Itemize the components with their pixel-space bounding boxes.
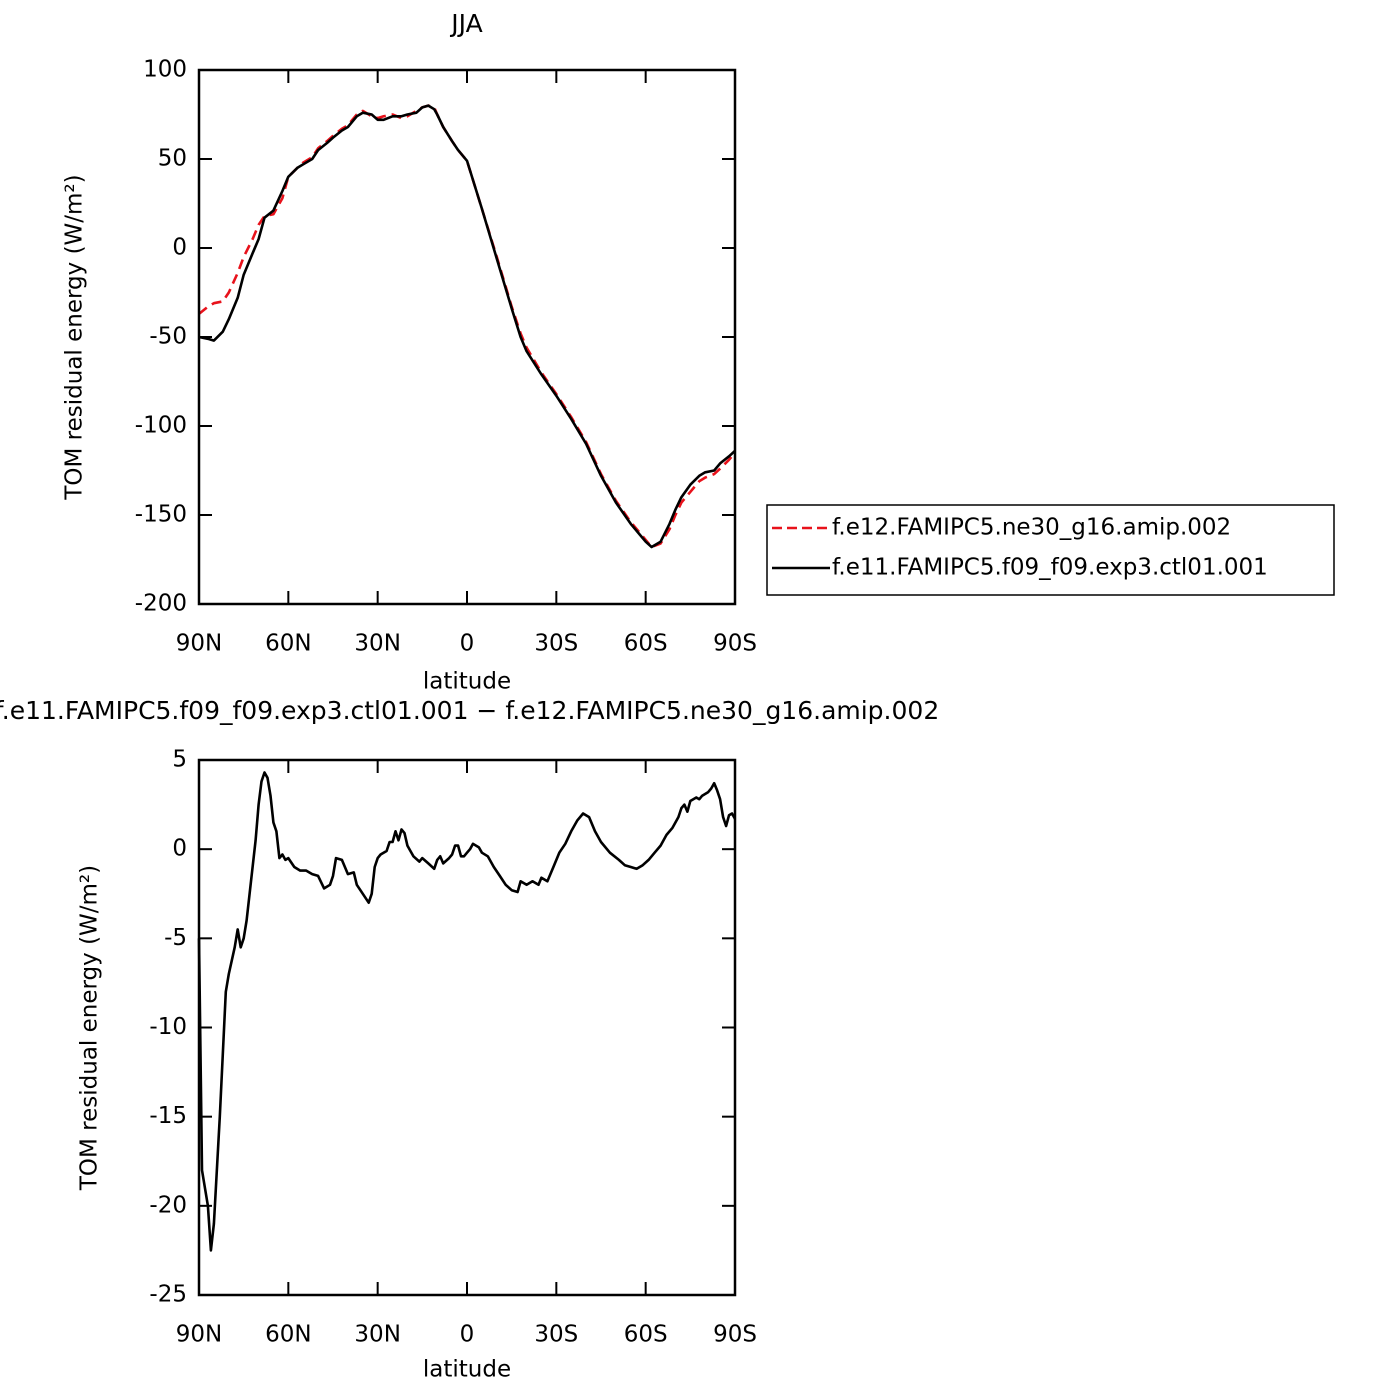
x-tick-label: 90N [176, 1322, 222, 1348]
y-tick-label: -25 [149, 1282, 187, 1308]
x-tick-label: 0 [460, 631, 475, 657]
y-tick-label: 100 [143, 57, 187, 83]
x-tick-label: 30N [354, 1322, 400, 1348]
y-tick-label: 0 [172, 836, 187, 862]
x-axis-label: latitude [423, 669, 511, 695]
y-tick-label: -15 [149, 1103, 187, 1129]
y-tick-label: 0 [172, 235, 187, 261]
y-tick-label: 5 [172, 747, 187, 773]
x-tick-label: 90S [713, 1322, 757, 1348]
plot-frame [197, 758, 737, 1297]
y-tick-label: -20 [149, 1192, 187, 1218]
x-tick-label: 60S [624, 1322, 668, 1348]
y-axis-label: TOM residual energy (W/m²) [77, 865, 103, 1191]
x-axis-label: latitude [423, 1357, 511, 1383]
x-tick-label: 90N [176, 631, 222, 657]
y-tick-label: -150 [135, 502, 187, 528]
series-line [197, 771, 737, 1252]
x-tick-label: 60S [624, 631, 668, 657]
series-line [198, 104, 736, 549]
series-line [198, 104, 736, 549]
legend-label: f.e12.FAMIPC5.ne30_g16.amip.002 [832, 515, 1231, 541]
x-tick-label: 30S [534, 631, 578, 657]
x-tick-label: 90S [713, 631, 757, 657]
legend-box [766, 504, 1335, 596]
y-tick-label: -5 [164, 925, 187, 951]
y-axis-label: TOM residual energy (W/m²) [62, 174, 88, 500]
y-tick-label: -100 [135, 413, 187, 439]
x-tick-label: 0 [460, 1322, 475, 1348]
y-tick-label: -10 [149, 1014, 187, 1040]
y-tick-label: 50 [158, 146, 187, 172]
y-tick-label: -50 [149, 324, 187, 350]
x-tick-label: 60N [265, 631, 311, 657]
chart-title: JJA [449, 9, 482, 38]
legend-label: f.e11.FAMIPC5.f09_f09.exp3.ctl01.001 [832, 555, 1268, 581]
chart-title: f.e11.FAMIPC5.f09_f09.exp3.ctl01.001 − f… [0, 696, 939, 725]
plot-frame [197, 68, 737, 606]
x-tick-label: 60N [265, 1322, 311, 1348]
y-tick-label: -200 [135, 591, 187, 617]
x-tick-label: 30N [354, 631, 400, 657]
x-tick-label: 30S [534, 1322, 578, 1348]
